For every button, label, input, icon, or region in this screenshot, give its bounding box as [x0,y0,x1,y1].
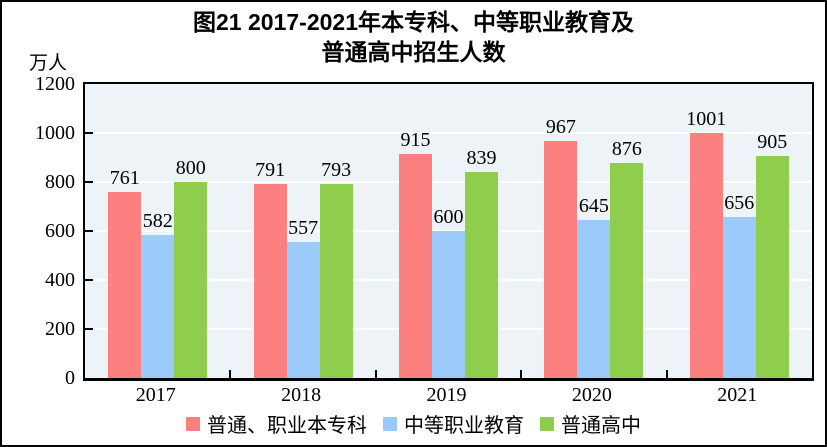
bar-2021-series1 [689,132,723,378]
bar-2020-series3 [610,163,644,378]
legend-label: 普通、职业本专科 [207,415,367,437]
x-axis-label-2017: 2017 [135,384,176,406]
x-tick-mark [229,370,232,378]
bar-2019-series2 [432,231,465,378]
y-axis-label-400: 400 [45,269,75,291]
bar-2018-series2 [286,241,320,378]
x-axis-label-2021: 2021 [717,384,758,406]
chart-title: 图21 2017-2021年本专科、中等职业教育及 普通高中招生人数 [2,7,825,67]
bar-value-label: 791 [255,159,286,182]
y-axis-label-600: 600 [45,220,75,242]
x-tick-mark [374,370,377,378]
bar-2019-series1 [399,153,432,378]
chart-title-line2: 普通高中招生人数 [321,39,506,65]
legend-label: 普通高中 [561,415,641,437]
legend-item-series1: 普通、职业本专科 [186,409,367,438]
gridline-800 [85,181,812,183]
bar-2018-series3 [319,183,353,378]
bar-value-label: 582 [142,210,173,233]
bar-2018-series1 [253,184,287,378]
bar-value-label: 905 [757,131,788,154]
y-axis-unit-label: 万人 [29,53,68,74]
bar-value-label: 876 [611,138,642,161]
bar-value-label: 967 [545,116,576,139]
x-tick-mark [520,370,523,378]
y-tick-mark-600 [85,230,93,232]
bar-value-label: 800 [175,157,206,179]
legend-item-series2: 中等职业教育 [383,409,524,438]
bar-2017-series1 [108,191,142,378]
bar-value-label: 761 [109,166,140,189]
chart-title-line1: 图21 2017-2021年本专科、中等职业教育及 [193,9,634,35]
x-axis-label-2020: 2020 [571,384,612,406]
y-axis-label-800: 800 [45,171,75,193]
legend: 普通、职业本专科 中等职业教育 普通高中 [2,409,825,438]
bar-value-label: 1001 [686,107,727,130]
x-axis-tick-labels: 2017 2018 2019 2020 2021 [83,383,810,409]
bar-value-label: 645 [578,194,609,217]
y-tick-mark-400 [85,279,93,281]
y-axis-label-1200: 1200 [35,73,75,95]
bar-2020-series1 [544,141,578,378]
legend-label: 中等职业教育 [404,415,524,437]
bar-2019-series3 [465,172,498,378]
x-axis-label-2019: 2019 [426,384,467,406]
bar-2017-series3 [174,182,208,378]
bar-2021-series3 [755,156,789,378]
y-tick-mark-800 [85,181,93,183]
y-axis-tick-labels: 0 200 400 600 800 1000 1200 [2,73,75,392]
legend-swatch-icon [540,416,554,431]
y-axis-label-200: 200 [45,318,75,340]
y-axis-label-1000: 1000 [35,122,75,144]
y-axis-label-0: 0 [65,367,75,389]
legend-swatch-icon [383,416,397,431]
bar-value-label: 600 [433,206,464,228]
y-tick-mark-1000 [85,132,93,134]
bar-value-label: 557 [288,216,319,239]
legend-item-series3: 普通高中 [540,409,641,438]
bar-value-label: 656 [724,192,755,215]
plot-area: 761 582 800 791 557 793 915 600 839 967 645 876 1001… [83,82,814,381]
bar-value-label: 839 [466,147,497,170]
bar-2021-series2 [722,217,756,378]
y-tick-mark-200 [85,328,93,330]
bar-value-label: 793 [321,158,352,181]
x-axis-label-2018: 2018 [281,384,322,406]
bar-2020-series2 [577,219,611,378]
legend-swatch-icon [186,416,200,431]
bar-2017-series2 [141,235,175,378]
gridline-1000 [85,132,812,134]
x-tick-mark [665,370,668,378]
bar-value-label: 915 [400,128,431,151]
